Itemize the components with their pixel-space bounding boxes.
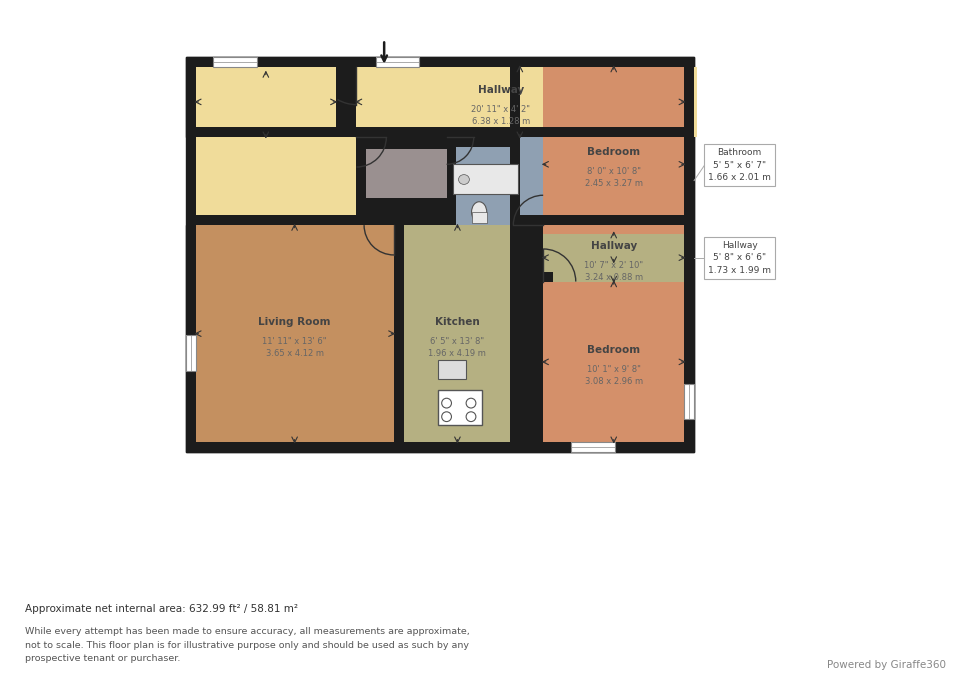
Bar	[357, 149, 447, 198]
Bar	[571, 442, 614, 452]
Bar	[357, 127, 694, 137]
Bar	[543, 282, 684, 442]
Text: Hallway: Hallway	[591, 241, 637, 251]
Circle shape	[466, 398, 476, 408]
Bar	[571, 442, 614, 452]
Circle shape	[466, 412, 476, 421]
Text: Approximate net internal area: 632.99 ft² / 58.81 m²: Approximate net internal area: 632.99 ft…	[24, 604, 298, 614]
Bar	[336, 57, 346, 137]
Polygon shape	[186, 57, 694, 452]
Text: Living Room: Living Room	[259, 317, 331, 327]
Text: 11' 11" x 13' 6"
3.65 x 4.12 m: 11' 11" x 13' 6" 3.65 x 4.12 m	[263, 337, 327, 358]
Bar	[376, 57, 419, 66]
Bar	[447, 137, 543, 225]
Text: While every attempt has been made to ensure accuracy, all measurements are appro: While every attempt has been made to ens…	[24, 628, 469, 663]
Bar	[186, 215, 357, 225]
Bar	[357, 127, 367, 147]
Bar	[684, 57, 694, 452]
Bar	[404, 225, 510, 442]
Text: 10' 1" x 9' 8"
3.08 x 2.96 m: 10' 1" x 9' 8" 3.08 x 2.96 m	[585, 365, 643, 386]
Text: 20' 11" x 4' 2"
6.38 x 1.28 m: 20' 11" x 4' 2" 6.38 x 1.28 m	[471, 105, 530, 126]
Bar	[357, 66, 697, 137]
Text: Powered by Giraffe360: Powered by Giraffe360	[827, 659, 946, 670]
Bar	[543, 66, 684, 262]
Bar	[186, 127, 336, 137]
Bar	[376, 57, 419, 66]
Text: Bedroom: Bedroom	[587, 345, 640, 355]
Text: Bedroom: Bedroom	[587, 147, 640, 157]
Bar	[214, 57, 257, 66]
Bar	[453, 164, 518, 194]
Bar	[471, 212, 487, 224]
Text: 10' 7" x 2' 10"
3.24 x 0.88 m: 10' 7" x 2' 10" 3.24 x 0.88 m	[584, 261, 643, 282]
Bar	[438, 360, 466, 379]
Ellipse shape	[459, 174, 469, 184]
Bar	[438, 390, 482, 425]
Text: Hallway
5' 8" x 6' 6"
1.73 x 1.99 m: Hallway 5' 8" x 6' 6" 1.73 x 1.99 m	[709, 241, 771, 275]
Bar	[196, 66, 336, 137]
Bar	[543, 234, 684, 282]
Bar	[447, 137, 457, 225]
Text: 8' 0" x 10' 8"
2.45 x 3.27 m: 8' 0" x 10' 8" 2.45 x 3.27 m	[585, 167, 643, 188]
Bar	[684, 384, 694, 419]
Bar	[510, 215, 694, 225]
Bar	[186, 336, 196, 370]
Circle shape	[442, 412, 452, 421]
Bar	[186, 57, 196, 452]
Ellipse shape	[471, 202, 487, 222]
Text: 6' 5" x 13' 8"
1.96 x 4.19 m: 6' 5" x 13' 8" 1.96 x 4.19 m	[428, 337, 486, 358]
Bar	[510, 57, 519, 452]
Bar	[357, 137, 367, 225]
Bar	[186, 57, 694, 66]
Bar	[357, 137, 510, 147]
Bar	[510, 272, 553, 282]
Bar	[214, 57, 257, 66]
Text: Kitchen: Kitchen	[435, 317, 480, 327]
Polygon shape	[186, 57, 694, 452]
Text: Bathroom
5' 5" x 6' 7"
1.66 x 2.01 m: Bathroom 5' 5" x 6' 7" 1.66 x 2.01 m	[709, 148, 771, 183]
Bar	[196, 225, 394, 442]
Text: Hallway: Hallway	[477, 85, 524, 95]
Bar	[394, 225, 404, 452]
Bar	[186, 336, 196, 370]
Circle shape	[442, 398, 452, 408]
Bar	[336, 127, 357, 137]
Bar	[684, 384, 694, 419]
Bar	[186, 442, 694, 452]
Bar	[196, 137, 357, 225]
